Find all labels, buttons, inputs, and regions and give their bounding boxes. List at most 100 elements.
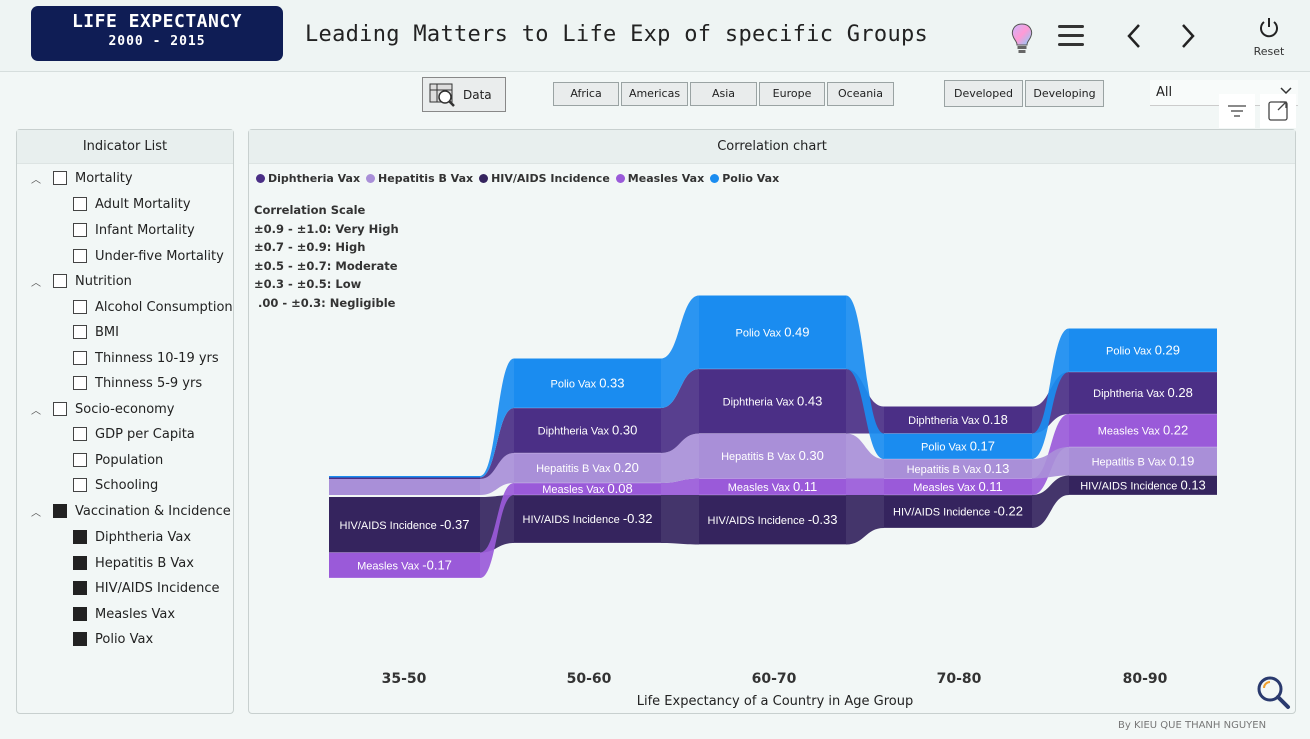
checkbox[interactable] bbox=[53, 171, 67, 185]
region-africa-button[interactable]: Africa bbox=[553, 82, 619, 106]
legend-item-hiv-aids[interactable]: HIV/AIDS Incidence bbox=[479, 172, 610, 185]
tree-item-measles[interactable]: Measles Vax bbox=[73, 604, 175, 624]
lightbulb-icon[interactable] bbox=[1008, 22, 1036, 56]
ribbon-bar-hepatitis-b-vax[interactable] bbox=[1069, 447, 1217, 476]
checkbox[interactable] bbox=[73, 300, 87, 314]
region-asia-button[interactable]: Asia bbox=[690, 82, 757, 106]
data-label-measles-vax: Measles Vax 0.22 bbox=[1098, 423, 1189, 438]
ribbon-bar-measles-vax[interactable] bbox=[884, 478, 1032, 496]
checkbox[interactable] bbox=[73, 351, 87, 365]
chevron-right-icon[interactable] bbox=[1178, 22, 1198, 50]
ribbon-bar-hiv-aids-incidence[interactable] bbox=[1069, 475, 1217, 496]
menu-icon[interactable] bbox=[1058, 25, 1084, 47]
region-americas-button[interactable]: Americas bbox=[621, 82, 688, 106]
ribbon-bar-diphtheria-vax[interactable] bbox=[699, 369, 846, 434]
tree-item-gdp[interactable]: GDP per Capita bbox=[73, 424, 195, 444]
checkbox[interactable] bbox=[53, 504, 67, 518]
tree-item-population[interactable]: Population bbox=[73, 450, 163, 470]
tree-item-hepatitis-b[interactable]: Hepatitis B Vax bbox=[73, 553, 194, 573]
tree-group-socio-economy[interactable]: ︿ Socio-economy bbox=[31, 399, 175, 419]
tree-group-nutrition[interactable]: ︿ Nutrition bbox=[31, 271, 132, 291]
tree-item-infant-mortality[interactable]: Infant Mortality bbox=[73, 220, 195, 240]
tree-item-bmi[interactable]: BMI bbox=[73, 322, 119, 342]
checkbox[interactable] bbox=[53, 402, 67, 416]
data-label-hepatitis-b-vax: Hepatitis B Vax 0.20 bbox=[536, 460, 639, 475]
ribbon-bar-polio-vax[interactable] bbox=[1069, 328, 1217, 373]
region-europe-button[interactable]: Europe bbox=[759, 82, 825, 106]
ribbon-link-hepatitis-b-vax bbox=[661, 433, 699, 483]
ribbon-bar-polio-vax[interactable] bbox=[329, 476, 480, 478]
tree-item-polio[interactable]: Polio Vax bbox=[73, 629, 153, 649]
checkbox[interactable] bbox=[73, 581, 87, 595]
legend-item-hepatitis-b[interactable]: Hepatitis B Vax bbox=[366, 172, 473, 185]
checkbox[interactable] bbox=[73, 607, 87, 621]
data-label-hiv-aids-incidence: HIV/AIDS Incidence 0.13 bbox=[1080, 477, 1206, 492]
ribbon-bar-hepatitis-b-vax[interactable] bbox=[884, 459, 1032, 479]
ribbon-bar-hepatitis-b-vax[interactable] bbox=[514, 453, 661, 483]
collapse-caret-icon[interactable]: ︿ bbox=[31, 507, 41, 519]
tree-item-thinness-5-9[interactable]: Thinness 5-9 yrs bbox=[73, 373, 202, 393]
region-oceania-button[interactable]: Oceania bbox=[827, 82, 894, 106]
ribbon-bar-diphtheria-vax[interactable] bbox=[1069, 372, 1217, 414]
tree-item-adult-mortality[interactable]: Adult Mortality bbox=[73, 194, 191, 214]
checkbox[interactable] bbox=[73, 427, 87, 441]
ribbon-bar-hiv-aids-incidence[interactable] bbox=[514, 495, 661, 543]
ribbon-bar-hiv-aids-incidence[interactable] bbox=[699, 495, 846, 545]
ribbon-bar-diphtheria-vax[interactable] bbox=[329, 477, 480, 480]
correlation-scale: Correlation Scale ±0.9 - ±1.0: Very High… bbox=[254, 201, 399, 312]
tree-label: Polio Vax bbox=[95, 631, 154, 647]
ribbon-bar-measles-vax[interactable] bbox=[1069, 414, 1217, 447]
ribbon-bar-hepatitis-b-vax[interactable] bbox=[699, 433, 846, 479]
tree-group-vaccination[interactable]: ︿ Vaccination & Incidence bbox=[31, 501, 231, 521]
tree-label: Mortality bbox=[75, 170, 133, 186]
checkbox[interactable] bbox=[73, 223, 87, 237]
focus-mode-icon[interactable] bbox=[1260, 94, 1296, 128]
filter-icon[interactable] bbox=[1219, 94, 1255, 128]
tree-item-hiv-aids[interactable]: HIV/AIDS Incidence bbox=[73, 578, 219, 598]
checkbox[interactable] bbox=[73, 249, 87, 263]
tree-item-thinness-10-19[interactable]: Thinness 10-19 yrs bbox=[73, 348, 219, 368]
developing-button[interactable]: Developing bbox=[1025, 80, 1104, 107]
chevron-left-icon[interactable] bbox=[1124, 22, 1144, 50]
legend-item-polio[interactable]: Polio Vax bbox=[710, 172, 779, 185]
tree-item-under-five-mortality[interactable]: Under-five Mortality bbox=[73, 246, 224, 266]
tree-group-mortality[interactable]: ︿ Mortality bbox=[31, 168, 133, 188]
x-tick-label: 50-60 bbox=[567, 671, 612, 687]
checkbox[interactable] bbox=[73, 530, 87, 544]
ribbon-bar-hepatitis-b-vax[interactable] bbox=[329, 479, 480, 495]
collapse-caret-icon[interactable]: ︿ bbox=[31, 405, 41, 417]
logo-years: 2000 - 2015 bbox=[108, 34, 206, 49]
tree-item-alcohol[interactable]: Alcohol Consumption bbox=[73, 297, 233, 317]
collapse-caret-icon[interactable]: ︿ bbox=[31, 277, 41, 289]
tree-item-diphtheria[interactable]: Diphtheria Vax bbox=[73, 527, 191, 547]
reset-button[interactable]: Reset bbox=[1247, 17, 1291, 61]
checkbox[interactable] bbox=[73, 556, 87, 570]
checkbox[interactable] bbox=[73, 453, 87, 467]
ribbon-bar-measles-vax[interactable] bbox=[514, 483, 661, 495]
ribbon-bar-diphtheria-vax[interactable] bbox=[514, 408, 661, 453]
checkbox[interactable] bbox=[73, 478, 87, 492]
zoom-icon[interactable] bbox=[1255, 674, 1291, 710]
ribbon-bar-polio-vax[interactable] bbox=[884, 433, 1032, 460]
ribbon-bar-hiv-aids-incidence[interactable] bbox=[329, 497, 480, 553]
ribbon-bar-diphtheria-vax[interactable] bbox=[884, 406, 1032, 434]
data-label-measles-vax: Measles Vax 0.11 bbox=[728, 479, 818, 494]
collapse-caret-icon[interactable]: ︿ bbox=[31, 174, 41, 186]
ribbon-bar-hiv-aids-incidence[interactable] bbox=[884, 495, 1032, 528]
ribbon-bar-measles-vax[interactable] bbox=[699, 478, 846, 496]
checkbox[interactable] bbox=[73, 197, 87, 211]
checkbox[interactable] bbox=[73, 376, 87, 390]
legend-item-diphtheria[interactable]: Diphtheria Vax bbox=[256, 172, 360, 185]
data-label-polio-vax: Polio Vax 0.49 bbox=[735, 324, 809, 339]
tree-label: Diphtheria Vax bbox=[95, 529, 192, 545]
tree-item-schooling[interactable]: Schooling bbox=[73, 475, 158, 495]
ribbon-bar-measles-vax[interactable] bbox=[329, 552, 480, 579]
checkbox[interactable] bbox=[73, 325, 87, 339]
legend-item-measles[interactable]: Measles Vax bbox=[615, 172, 704, 185]
checkbox[interactable] bbox=[53, 274, 67, 288]
checkbox[interactable] bbox=[73, 632, 87, 646]
developed-button[interactable]: Developed bbox=[944, 80, 1023, 107]
ribbon-bar-polio-vax[interactable] bbox=[699, 295, 846, 370]
data-button[interactable]: Data bbox=[422, 77, 506, 112]
ribbon-bar-polio-vax[interactable] bbox=[514, 358, 661, 409]
